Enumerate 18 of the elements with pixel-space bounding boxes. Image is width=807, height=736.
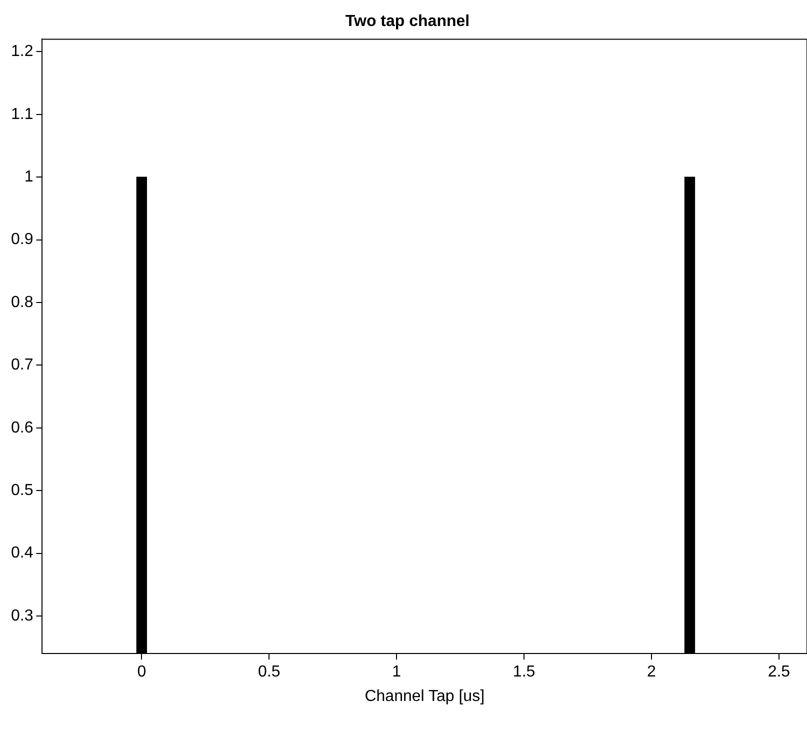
y-tick-label: 0.5 — [10, 482, 34, 499]
x-tick-label: 2 — [647, 664, 656, 681]
y-tick-label: 1 — [24, 168, 34, 186]
y-tick-label: 0.3 — [10, 607, 34, 624]
x-axis-title: Channel Tap [us] — [364, 688, 485, 705]
chart-title: Two tap channel — [345, 13, 470, 30]
x-tick-label: 2.5 — [768, 664, 790, 681]
x-tick-label: 0.5 — [258, 664, 280, 681]
x-tick-label: 0 — [137, 664, 146, 681]
y-tick-label: 0.6 — [10, 419, 34, 436]
y-tick-label: 1.1 — [10, 106, 34, 123]
y-tick-label: 0.9 — [10, 231, 34, 248]
y-tick-label: 0.7 — [10, 356, 34, 374]
x-tick-label: 1.5 — [512, 664, 536, 681]
y-tick-label: 0.8 — [10, 294, 34, 311]
y-tick-label: 1.2 — [10, 43, 34, 60]
y-tick-label: 0.4 — [10, 544, 34, 562]
x-tick-label: 1 — [392, 664, 402, 681]
